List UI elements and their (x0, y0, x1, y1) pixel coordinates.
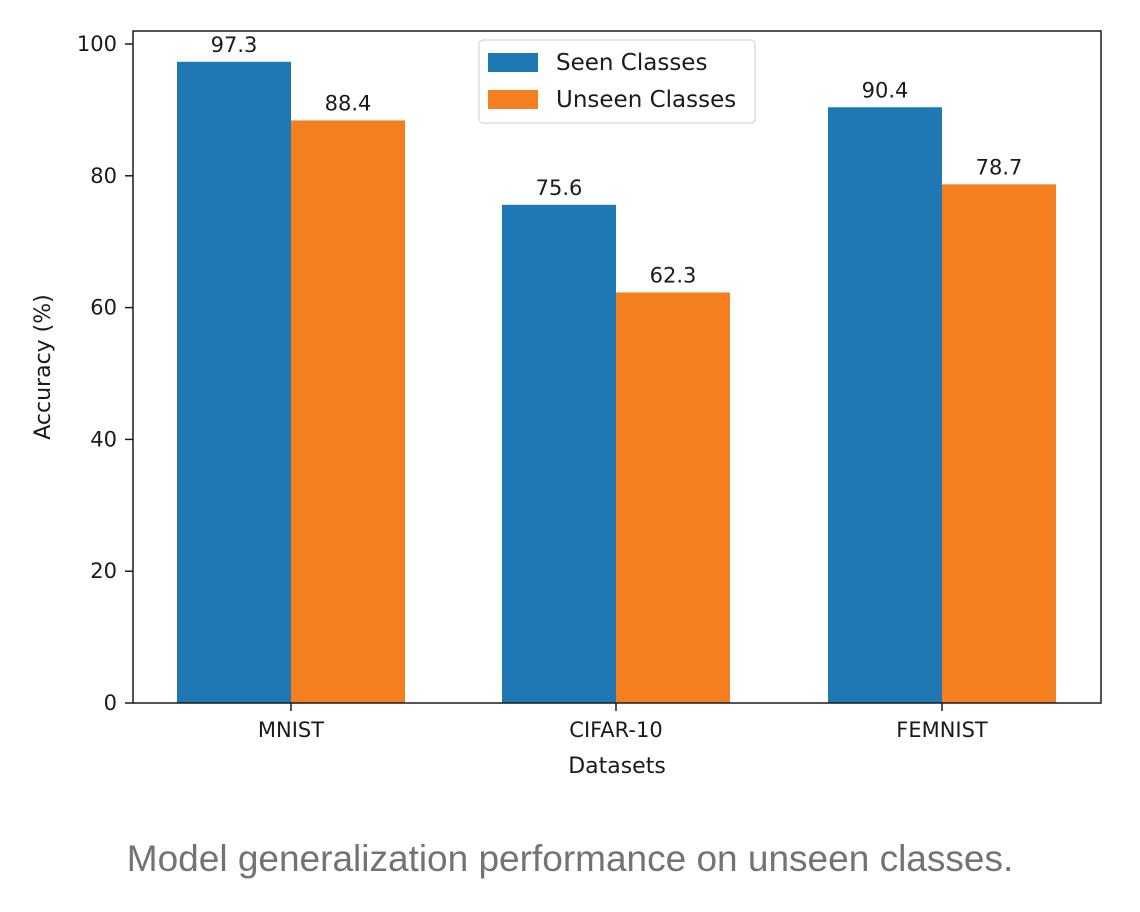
x-tick-label-mnist: MNIST (258, 718, 324, 742)
legend-swatch-unseen (488, 90, 538, 109)
bar-femnist-unseen-classes (942, 184, 1056, 703)
x-axis-label: Datasets (568, 754, 666, 779)
bar-mnist-unseen-classes (291, 120, 405, 704)
y-tick-label: 80 (90, 164, 117, 188)
bars-layer (177, 61, 1056, 704)
legend-label-unseen: Unseen Classes (556, 87, 736, 113)
data-label-mnist-unseen-classes: 88.4 (325, 91, 372, 115)
y-tick-label: 100 (77, 32, 117, 56)
data-label-cifar-10-seen-classes: 75.6 (536, 176, 583, 200)
bar-cifar-10-seen-classes (502, 204, 616, 703)
data-label-mnist-seen-classes: 97.3 (211, 33, 258, 57)
data-label-cifar-10-unseen-classes: 62.3 (650, 263, 697, 287)
y-axis-label: Accuracy (%) (31, 294, 56, 440)
x-axis: MNIST CIFAR-10 FEMNIST (258, 703, 988, 742)
legend-box (478, 39, 756, 124)
bar-mnist-seen-classes (177, 61, 291, 704)
plot-frame (132, 30, 1102, 704)
data-labels-layer: 97.3 88.4 75.6 62.3 90.4 78.7 (211, 33, 1023, 288)
y-tick-label: 40 (90, 427, 117, 451)
y-axis: 0 20 40 60 80 100 (77, 32, 133, 715)
figure-caption: Model generalization performance on unse… (126, 838, 1014, 879)
legend-swatch-seen (488, 53, 538, 72)
x-tick-label-femnist: FEMNIST (896, 718, 988, 742)
bar-cifar-10-unseen-classes (616, 292, 730, 703)
bar-chart: 97.3 88.4 75.6 62.3 90.4 78.7 0 20 40 60 80 100 MN… (31, 30, 1102, 779)
y-tick-label: 0 (104, 691, 117, 715)
data-label-femnist-seen-classes: 90.4 (862, 78, 909, 102)
y-tick-label: 60 (90, 296, 117, 320)
legend: Seen Classes Unseen Classes (478, 39, 756, 124)
bar-femnist-seen-classes (828, 107, 942, 704)
y-tick-label: 20 (90, 559, 117, 583)
data-label-femnist-unseen-classes: 78.7 (976, 155, 1023, 179)
x-tick-label-cifar-10: CIFAR-10 (569, 718, 662, 742)
legend-label-seen: Seen Classes (556, 50, 707, 76)
